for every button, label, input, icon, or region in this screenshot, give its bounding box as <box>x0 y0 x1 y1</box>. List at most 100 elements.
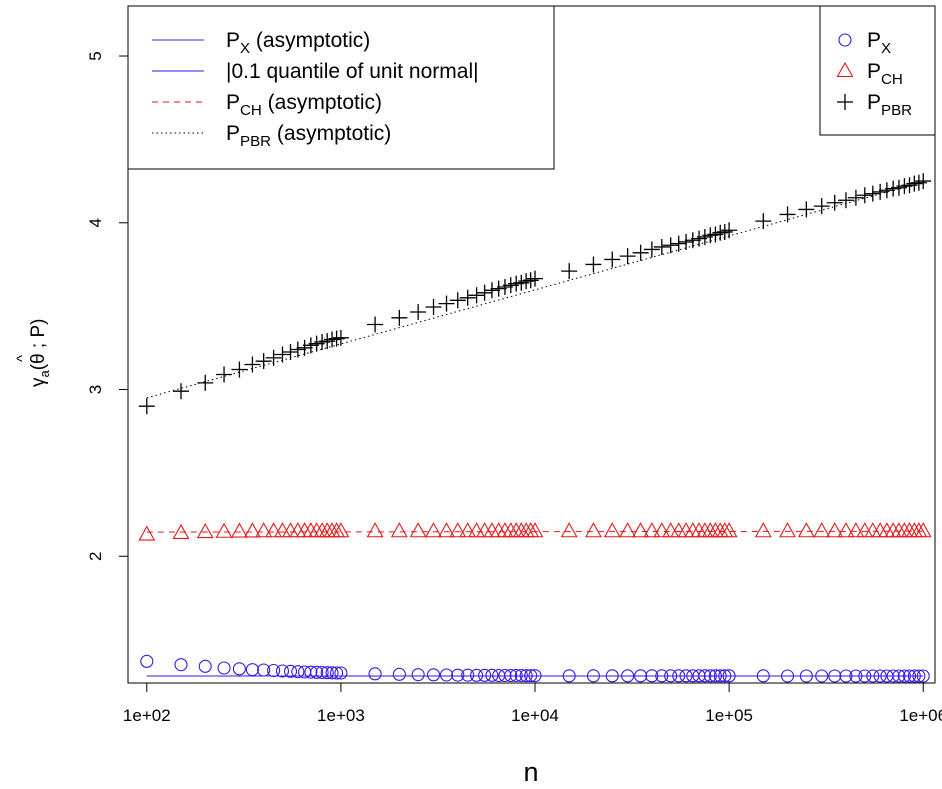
point-ppbr <box>910 174 927 191</box>
point-px <box>470 668 484 682</box>
legend-point-label: PPBR <box>867 91 912 119</box>
point-px <box>330 666 344 680</box>
point-pch <box>797 522 815 538</box>
point-px <box>703 669 717 683</box>
line-ppbr_asym <box>146 181 924 399</box>
point-px <box>320 666 334 680</box>
point-px <box>634 669 648 683</box>
point-ppbr <box>518 273 535 290</box>
point-pch <box>425 522 442 538</box>
point-pch <box>779 522 796 538</box>
point-ppbr <box>425 298 442 315</box>
point-ppbr <box>274 346 291 363</box>
legend-marker-plus <box>837 94 853 110</box>
point-ppbr <box>522 272 539 289</box>
point-px <box>815 669 829 683</box>
series-ppbr <box>138 173 932 415</box>
point-px <box>275 664 290 678</box>
point-px <box>708 669 722 683</box>
y-axis-title: γa(θ ; P)^ <box>14 319 52 387</box>
y-title-text: γa(θ ; P) <box>28 319 52 387</box>
point-ppbr <box>324 331 341 348</box>
point-px <box>873 669 887 683</box>
point-ppbr <box>490 280 507 297</box>
point-ppbr <box>826 194 843 211</box>
point-ppbr <box>906 175 923 192</box>
point-px <box>907 669 921 683</box>
point-ppbr <box>755 213 772 230</box>
point-px <box>828 669 842 683</box>
point-pch <box>914 522 932 538</box>
point-px <box>897 669 911 683</box>
legend-marker-circle <box>838 33 852 47</box>
point-pch <box>138 525 156 541</box>
point-ppbr <box>604 251 621 268</box>
point-px <box>509 668 523 683</box>
point-px <box>232 662 246 676</box>
point-ppbr <box>798 201 815 218</box>
point-ppbr <box>138 398 155 415</box>
point-px <box>439 668 454 682</box>
point-pch <box>243 522 261 538</box>
point-pch <box>847 522 865 538</box>
point-px <box>839 669 853 683</box>
y-tick-label: 4 <box>86 218 105 227</box>
point-px <box>478 668 492 682</box>
point-ppbr <box>721 222 738 239</box>
point-pch <box>265 522 283 538</box>
point-ppbr <box>813 198 830 215</box>
point-px <box>174 658 188 672</box>
point-ppbr <box>367 316 384 333</box>
point-ppbr <box>662 237 679 254</box>
y-axis: 2 3 4 5 <box>86 51 129 561</box>
point-px <box>645 669 659 683</box>
point-px <box>722 669 736 683</box>
x-tick-label: 1e+04 <box>511 706 559 725</box>
point-pch <box>476 522 494 538</box>
point-ppbr <box>619 248 636 265</box>
point-px <box>713 669 727 683</box>
x-axis: 1e+02 1e+03 1e+04 1e+05 1e+06 <box>123 682 942 725</box>
point-pch <box>560 522 578 538</box>
legend-line-label: PCH (asymptotic) <box>226 91 382 119</box>
point-ppbr <box>197 374 214 391</box>
point-ppbr <box>449 292 466 309</box>
point-ppbr <box>856 187 873 204</box>
point-pch <box>653 522 671 538</box>
point-pch <box>720 522 738 538</box>
point-px <box>514 668 528 683</box>
point-px <box>315 665 329 680</box>
point-px <box>504 668 518 683</box>
point-pch <box>619 522 637 538</box>
point-px <box>140 654 154 668</box>
point-pch <box>390 522 408 538</box>
point-ppbr <box>670 235 687 252</box>
point-px <box>886 669 900 683</box>
point-px <box>672 669 686 683</box>
point-px <box>334 666 348 680</box>
x-tick-label: 1e+05 <box>705 706 753 725</box>
point-px <box>698 669 712 683</box>
point-pch <box>449 522 467 538</box>
plot-area <box>127 5 936 684</box>
point-pch <box>438 522 455 538</box>
point-px <box>664 669 678 683</box>
point-pch <box>585 522 602 538</box>
point-px <box>562 669 576 683</box>
point-pch <box>603 522 621 538</box>
y-tick-label: 2 <box>86 552 105 561</box>
point-px <box>858 669 872 683</box>
point-ppbr <box>716 223 733 240</box>
point-pch <box>526 522 544 538</box>
point-px <box>217 661 231 675</box>
point-ppbr <box>296 339 313 356</box>
point-pch <box>215 522 233 538</box>
point-pch <box>813 522 831 538</box>
point-px <box>849 669 863 683</box>
point-px <box>304 665 318 679</box>
point-ppbr <box>643 241 660 258</box>
point-px <box>426 668 441 682</box>
point-px <box>411 668 425 682</box>
y-title-hat: ^ <box>14 355 31 362</box>
